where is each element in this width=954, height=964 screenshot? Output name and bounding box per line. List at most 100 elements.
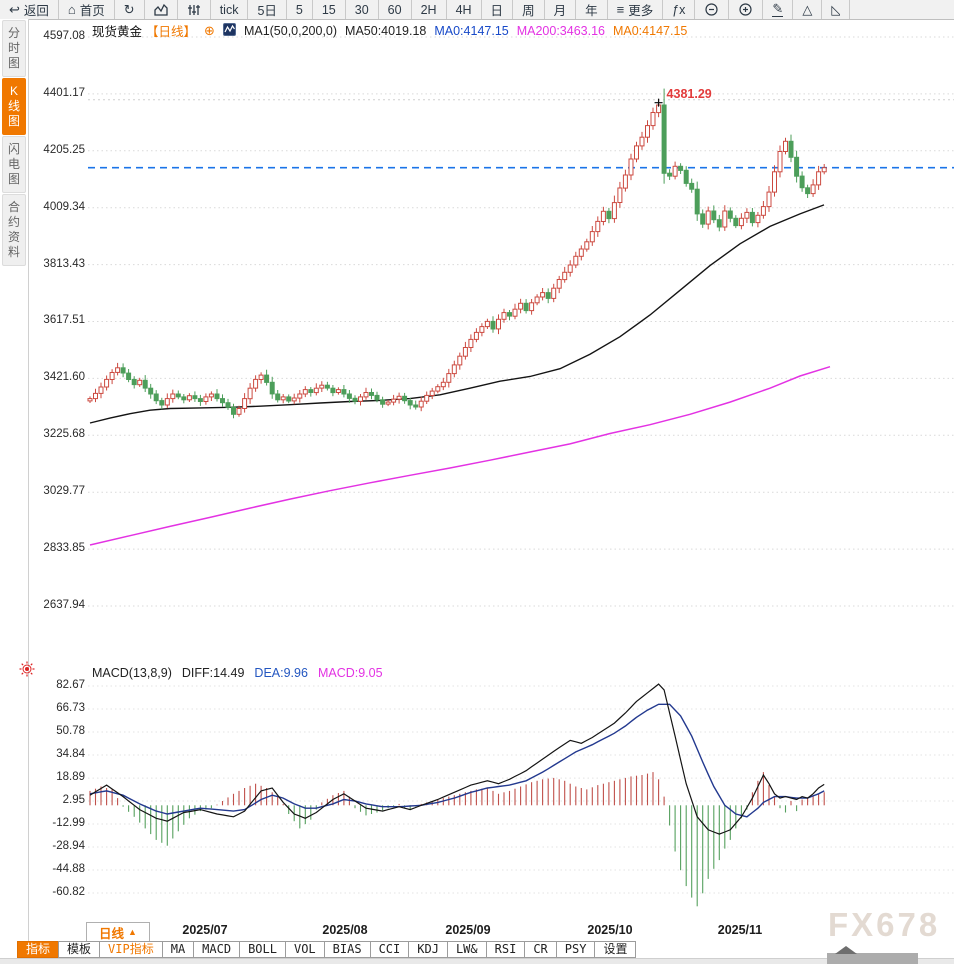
triangle-icon: △ bbox=[802, 2, 813, 17]
m5-button[interactable]: 5 bbox=[287, 0, 313, 19]
back-button[interactable]: ↩ 返回 bbox=[0, 0, 59, 19]
formula-button[interactable]: ƒx bbox=[663, 0, 696, 19]
ma50-value: MA50:4019.18 bbox=[345, 23, 427, 38]
tab-MACD[interactable]: MACD bbox=[193, 941, 241, 958]
peak-price-annotation: 4381.29 bbox=[666, 86, 712, 101]
main-y-tick: 3029.77 bbox=[43, 485, 85, 498]
macd-y-tick: 34.84 bbox=[56, 748, 85, 761]
watermark: FX678 bbox=[828, 906, 941, 943]
mini-chart-icon[interactable] bbox=[222, 22, 236, 39]
top-toolbar: ↩ 返回 ⌂ 首页 ↻ tick 5日 5 15 30 60 2H 4H 日周月年 ≡ 更多 ƒx ✎ △ ◺ bbox=[0, 0, 954, 20]
refresh-icon: ↻ bbox=[123, 2, 135, 17]
tab-MA[interactable]: MA bbox=[161, 941, 195, 958]
main-y-tick: 3617.51 bbox=[43, 314, 85, 327]
clipped-icon: ◺ bbox=[831, 3, 841, 16]
zoom-out-icon bbox=[704, 2, 719, 17]
indicator-marker-icon[interactable] bbox=[19, 661, 35, 682]
tab-PSY[interactable]: PSY bbox=[555, 941, 596, 958]
m60-button[interactable]: 60 bbox=[379, 0, 412, 19]
tab-BOLL[interactable]: BOLL bbox=[239, 941, 286, 958]
tab-KDJ[interactable]: KDJ bbox=[408, 941, 448, 958]
tab-模板[interactable]: 模板 bbox=[58, 941, 101, 958]
main-y-tick: 2833.85 bbox=[43, 542, 85, 555]
add-indicator-icon[interactable]: ⊕ bbox=[204, 23, 215, 38]
5d-button[interactable]: 5日 bbox=[248, 0, 287, 19]
main-y-tick: 2637.94 bbox=[43, 598, 85, 611]
chart-type-button[interactable] bbox=[145, 0, 178, 19]
macd-y-tick: 18.89 bbox=[56, 771, 85, 784]
macd-value: MACD:9.05 bbox=[317, 666, 383, 680]
main-y-tick: 3813.43 bbox=[43, 257, 85, 270]
ma-settings-label: MA1(50,0,200,0) bbox=[243, 23, 338, 38]
refresh-button[interactable]: ↻ bbox=[115, 0, 145, 19]
home-button[interactable]: ⌂ 首页 bbox=[59, 0, 115, 19]
tab-指标[interactable]: 指标 bbox=[17, 941, 60, 958]
macd-y-tick: -60.82 bbox=[52, 886, 85, 899]
tab-CR[interactable]: CR bbox=[524, 941, 557, 958]
tab-VIP指标[interactable]: VIP指标 bbox=[99, 941, 163, 958]
horizontal-scrollbar[interactable] bbox=[827, 946, 918, 964]
zoom-in-button[interactable] bbox=[729, 0, 764, 19]
candle-settings-button[interactable] bbox=[178, 0, 211, 19]
more-button[interactable]: ≡ 更多 bbox=[608, 0, 664, 19]
macd-params-label: MACD(13,8,9) bbox=[92, 666, 172, 680]
h4-button[interactable]: 4H bbox=[447, 0, 482, 19]
macd-y-tick: 2.95 bbox=[62, 794, 85, 807]
pencil-icon: ✎ bbox=[772, 1, 784, 17]
period-label: 【日线】 bbox=[146, 25, 197, 39]
x-axis-month-label: 2025/08 bbox=[322, 923, 368, 937]
indicator-tab-bar: 指标 模板 VIP指标 MA MACD BOLL VOL BIAS CCI KDJ LW& RSI CR… bbox=[17, 941, 637, 958]
x-axis-month-label: 2025/09 bbox=[445, 923, 491, 937]
shape-button[interactable]: △ bbox=[793, 0, 823, 19]
scroll-up-icon[interactable] bbox=[835, 946, 857, 954]
period-dropdown-label: 日线 bbox=[99, 926, 125, 941]
ma200-value: MA200:3463.16 bbox=[516, 23, 605, 38]
sidebar-item-闪电图[interactable]: 闪电图 bbox=[2, 136, 26, 193]
tab-CCI[interactable]: CCI bbox=[369, 941, 410, 958]
macd-y-tick: 50.78 bbox=[56, 725, 85, 738]
m30-button[interactable]: 30 bbox=[346, 0, 379, 19]
x-axis-month-label: 2025/11 bbox=[717, 923, 763, 937]
m15-button[interactable]: 15 bbox=[313, 0, 346, 19]
sliders-icon bbox=[187, 4, 201, 16]
tab-LW&[interactable]: LW& bbox=[446, 941, 487, 958]
period-dropdown-button[interactable]: 日线 ▲ bbox=[86, 922, 150, 942]
macd-y-tick: -28.94 bbox=[52, 840, 85, 853]
chevron-up-icon: ▲ bbox=[128, 927, 137, 937]
bar-chart-icon bbox=[154, 3, 168, 16]
macd-y-tick: 66.73 bbox=[56, 702, 85, 715]
ma0-orange-value: MA0:4147.15 bbox=[612, 23, 688, 38]
tab-RSI[interactable]: RSI bbox=[485, 941, 526, 958]
main-y-tick: 4597.08 bbox=[43, 30, 85, 42]
diff-value: DIFF:14.49 bbox=[181, 666, 245, 680]
zoom-in-icon bbox=[738, 2, 753, 17]
month-button[interactable]: 月 bbox=[545, 0, 577, 19]
main-y-tick: 3421.60 bbox=[43, 371, 85, 384]
back-icon: ↩ bbox=[9, 2, 20, 17]
tab-VOL[interactable]: VOL bbox=[284, 941, 325, 958]
main-y-tick: 4401.17 bbox=[43, 86, 85, 99]
x-axis-month-label: 2025/07 bbox=[182, 923, 228, 937]
macd-legend: MACD(13,8,9) DIFF:14.49 DEA:9.96 MACD:9.… bbox=[92, 666, 383, 680]
ma0-blue-value: MA0:4147.15 bbox=[434, 23, 509, 38]
year-button[interactable]: 年 bbox=[576, 0, 608, 19]
menu-icon: ≡ bbox=[616, 2, 625, 17]
sidebar-item-分时图[interactable]: 分时图 bbox=[2, 20, 26, 77]
week-button[interactable]: 周 bbox=[513, 0, 545, 19]
zoom-out-button[interactable] bbox=[695, 0, 730, 19]
tab-BIAS[interactable]: BIAS bbox=[323, 941, 371, 958]
dea-value: DEA:9.96 bbox=[254, 666, 308, 680]
h2-button[interactable]: 2H bbox=[412, 0, 447, 19]
tick-button[interactable]: tick bbox=[211, 0, 249, 19]
sidebar-item-合约资料[interactable]: 合约资料 bbox=[2, 194, 26, 266]
tab-设置[interactable]: 设置 bbox=[594, 941, 637, 958]
day-button[interactable]: 日 bbox=[482, 0, 514, 19]
draw-button[interactable]: ✎ bbox=[763, 0, 794, 19]
macd-y-tick: 82.67 bbox=[56, 679, 85, 692]
main-y-tick: 3225.68 bbox=[43, 428, 85, 441]
shape-clipped-button[interactable]: ◺ bbox=[822, 0, 851, 19]
